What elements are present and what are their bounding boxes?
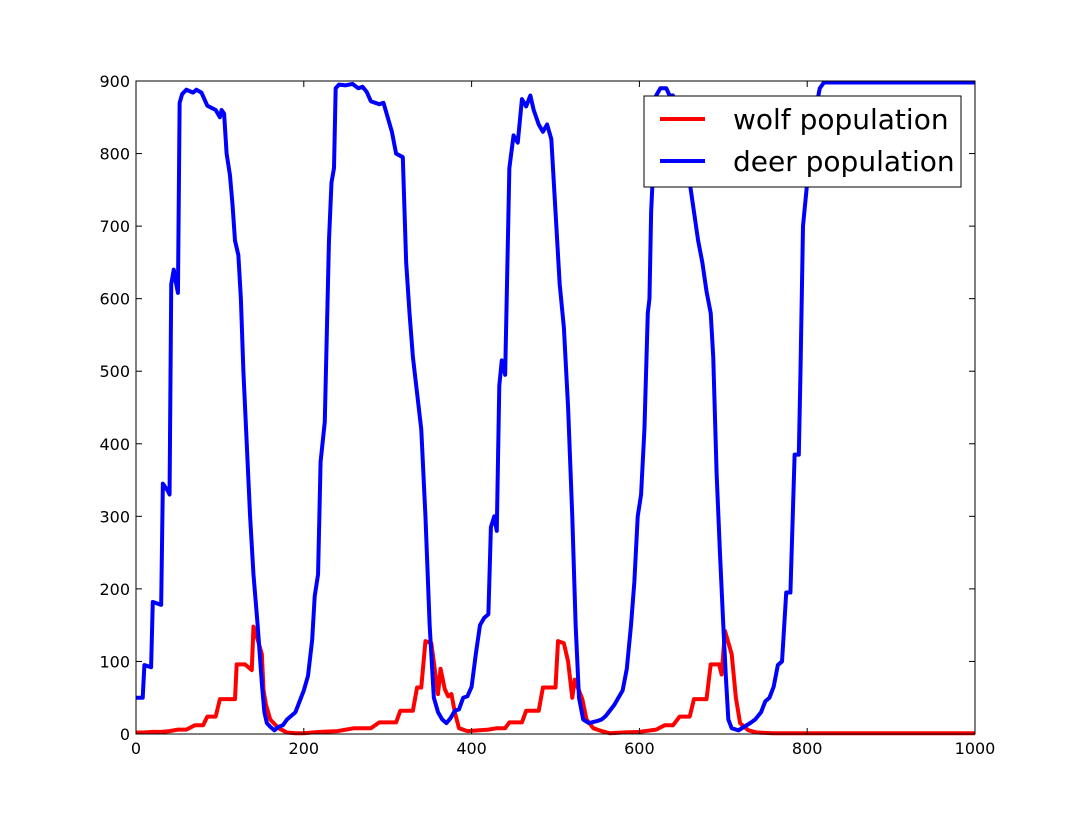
x-tick-label: 400 bbox=[456, 739, 487, 758]
y-tick-label: 700 bbox=[99, 217, 130, 236]
x-tick-label: 1000 bbox=[955, 739, 996, 758]
x-tick-label: 600 bbox=[624, 739, 655, 758]
ticks-layer: 0 200 400 600 800 1000 0 100 200 300 400 500 600 700 8… bbox=[99, 72, 995, 758]
y-tick-label: 100 bbox=[99, 652, 130, 671]
series-line-deer-population bbox=[136, 80, 975, 733]
y-tick-label: 800 bbox=[99, 145, 130, 164]
y-tick-label: 300 bbox=[99, 507, 130, 526]
y-tick-label: 600 bbox=[99, 290, 130, 309]
y-tick-label: 200 bbox=[99, 580, 130, 599]
y-tick-label: 900 bbox=[99, 72, 130, 91]
x-tick-label: 0 bbox=[131, 739, 141, 758]
y-tick-label: 400 bbox=[99, 435, 130, 454]
legend-box bbox=[643, 95, 962, 188]
legend-label: deer population bbox=[733, 145, 955, 178]
legend-label: wolf population bbox=[733, 103, 949, 136]
x-tick-label: 800 bbox=[792, 739, 823, 758]
x-tick-label: 200 bbox=[289, 739, 320, 758]
plot-frame bbox=[135, 80, 976, 735]
y-tick-label: 0 bbox=[120, 725, 130, 744]
y-tick-label: 500 bbox=[99, 362, 130, 381]
series-layer bbox=[136, 80, 975, 736]
legend: wolf population deer population bbox=[643, 95, 962, 188]
